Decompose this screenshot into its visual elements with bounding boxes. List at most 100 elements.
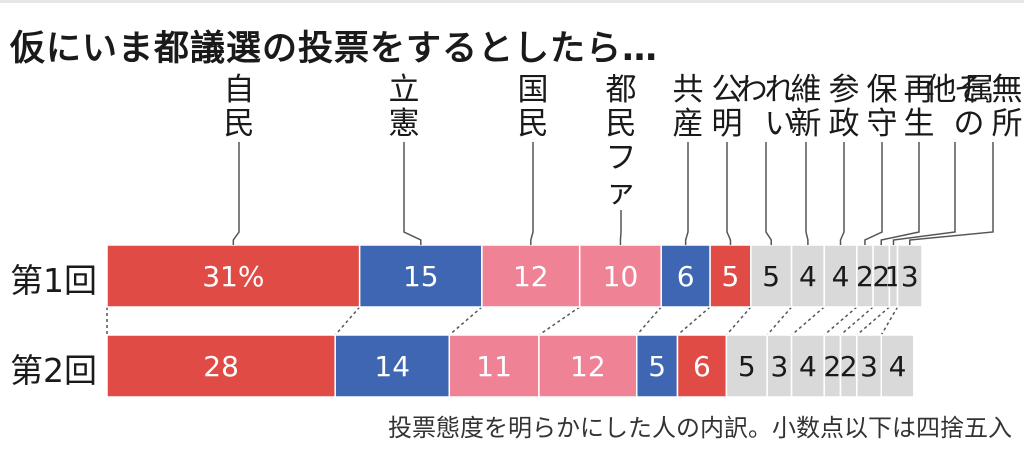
bar-segment-2-2 [334, 334, 451, 398]
category-label-2: 立 [389, 72, 420, 108]
value-label-1-8: 4 [799, 260, 817, 293]
value-label-1-1: 31% [202, 260, 264, 293]
connector-line [636, 306, 662, 336]
bar-segment-1-3 [481, 244, 581, 308]
value-label-2-12: 3 [860, 350, 878, 383]
value-label-2-8: 3 [770, 350, 788, 383]
category-label-4: ァ [606, 174, 637, 210]
category-label-12: 他 [926, 72, 957, 108]
connector-line [448, 306, 483, 336]
bar-segment-2-12 [856, 334, 882, 398]
category-label-7: れ [765, 72, 796, 108]
category-label-9: 参 [829, 72, 860, 108]
leader-line [880, 142, 920, 245]
category-label-1: 自 [224, 72, 255, 108]
leader-line [892, 142, 956, 245]
bar-segment-2-6 [676, 334, 728, 398]
category-label-6: 公 [712, 72, 743, 108]
value-label-1-6: 5 [722, 260, 740, 293]
category-label-4: 都 [606, 72, 637, 108]
category-label-10: 守 [867, 106, 898, 142]
connector-line [840, 306, 874, 336]
value-label-2-7: 5 [738, 350, 756, 383]
leader-line [765, 142, 772, 245]
category-label-4: 民 [606, 106, 637, 142]
series-label-2: 第2回 [10, 351, 97, 390]
value-label-1-4: 10 [603, 260, 639, 293]
leader-line [232, 142, 240, 245]
value-label-2-5: 5 [648, 350, 666, 383]
connector-line [766, 306, 793, 336]
value-label-2-10: 2 [823, 350, 841, 383]
value-label-1-9: 4 [832, 260, 850, 293]
value-label-2-1: 28 [203, 350, 239, 383]
leader-line [619, 210, 622, 245]
leader-line [684, 142, 689, 245]
category-label-4: フ [606, 140, 637, 176]
leader-line [909, 142, 994, 245]
category-label-6: 明 [712, 106, 743, 142]
bar-segment-1-9 [823, 244, 858, 308]
bar-segment-1-2 [358, 244, 483, 308]
leader-line [839, 142, 845, 245]
category-label-13: 属 [964, 72, 995, 108]
category-label-8: 維 [791, 72, 822, 108]
value-label-2-9: 4 [799, 350, 817, 383]
category-label-11: 再 [904, 72, 935, 108]
category-label-1: 民 [224, 106, 255, 142]
category-label-7: わ [737, 72, 768, 108]
category-label-13: 所 [992, 106, 1023, 142]
connector-line [880, 306, 899, 336]
connector-line [677, 306, 711, 336]
value-label-1-2: 15 [403, 260, 439, 293]
bar-segment-1-4 [578, 244, 662, 308]
connector-line [538, 306, 581, 336]
category-label-10: 保 [867, 72, 898, 108]
category-label-12: の [954, 106, 985, 142]
bar-segment-1-7 [750, 244, 793, 308]
bar-segment-1-5 [660, 244, 711, 308]
bar-segment-2-9 [790, 334, 825, 398]
value-label-1-10: 2 [856, 260, 874, 293]
category-label-9: 政 [829, 106, 860, 142]
bar-segment-2-7 [725, 334, 768, 398]
chart-title: 仮にいま都議選の投票をするとしたら… [10, 29, 659, 69]
value-label-2-11: 2 [840, 350, 858, 383]
connector-line [334, 306, 361, 336]
bar-segment-1-6 [709, 244, 752, 308]
leader-line [726, 142, 732, 245]
value-label-2-2: 14 [374, 350, 410, 383]
value-label-2-6: 6 [693, 350, 711, 383]
value-label-2-3: 11 [476, 350, 512, 383]
bar-segment-1-8 [790, 244, 825, 308]
series-label-1: 第1回 [10, 261, 97, 300]
value-label-1-3: 12 [513, 260, 549, 293]
connector-line [791, 306, 825, 336]
value-label-1-5: 6 [677, 260, 695, 293]
value-label-1-11: 2 [872, 260, 890, 293]
leader-line [530, 142, 534, 245]
leader-line [805, 142, 809, 245]
category-label-3: 国 [518, 72, 549, 108]
top-rule [0, 0, 1024, 3]
bar-segment-2-4 [538, 334, 638, 398]
category-label-5: 産 [673, 106, 704, 142]
category-label-2: 憲 [389, 106, 420, 142]
bar-segment-2-3 [448, 334, 540, 398]
value-label-1-7: 5 [762, 260, 780, 293]
value-label-1-13: 3 [901, 260, 919, 293]
bar-segment-2-5 [636, 334, 679, 398]
value-label-2-13: 4 [889, 350, 907, 383]
category-label-8: 新 [791, 106, 822, 142]
value-label-2-4: 12 [570, 350, 606, 383]
category-label-11: 生 [904, 106, 935, 142]
connector-line [725, 306, 752, 336]
connector-line [823, 306, 858, 336]
bar-segment-2-1 [106, 334, 336, 398]
category-label-7: い [765, 106, 796, 142]
category-label-13: 無 [992, 72, 1023, 108]
leader-line [403, 142, 422, 245]
connector-line [856, 306, 890, 336]
